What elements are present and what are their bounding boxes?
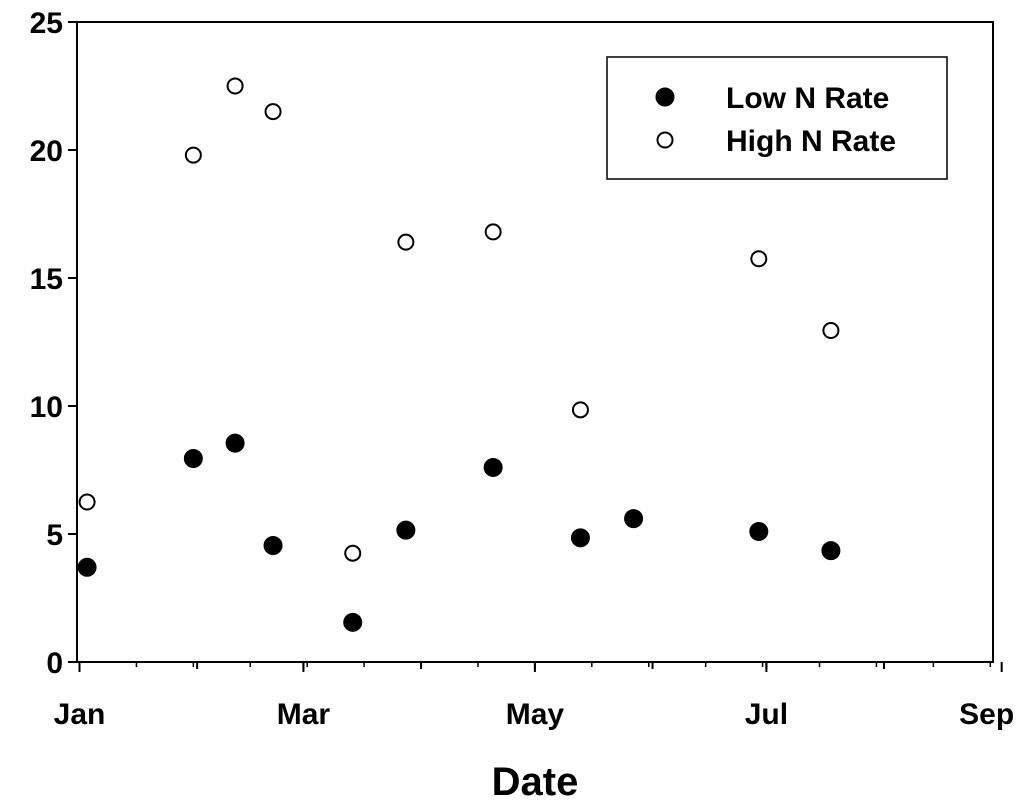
low-n-rate-point: [749, 521, 769, 541]
y-tick-label: 20: [30, 135, 63, 168]
y-axis: 0 5 10 15 20 25: [30, 7, 77, 680]
high-n-rate-point: [484, 223, 502, 241]
legend-label: Low N Rate: [726, 82, 889, 115]
x-tick-label: Mar: [277, 698, 331, 731]
y-tick-label: 5: [46, 519, 63, 552]
low-n-rate-point: [183, 448, 203, 468]
low-n-rate-point: [77, 557, 97, 577]
low-n-rate-point: [263, 536, 283, 556]
legend-label: High N Rate: [726, 125, 896, 158]
high-n-rate-point: [184, 146, 202, 164]
y-tick-label: 0: [46, 647, 63, 680]
x-tick-label: Jan: [54, 698, 106, 731]
y-tick-label: 25: [30, 7, 63, 40]
low-n-rate-point: [821, 541, 841, 561]
y-tick-label: 10: [30, 391, 63, 424]
high-n-rate-point: [571, 401, 589, 419]
low-n-rate-point: [225, 433, 245, 453]
legend-box: [606, 56, 948, 180]
legend-marker: [655, 87, 675, 107]
high-n-rate-point: [264, 103, 282, 121]
x-tick-label: Jul: [745, 698, 788, 731]
legend-marker: [656, 131, 674, 149]
x-tick-label: Sep: [959, 698, 1014, 731]
high-n-rate-point: [822, 321, 840, 339]
legend: Low N Rate High N Rate: [606, 56, 948, 180]
x-tick-label: May: [506, 698, 565, 731]
low-n-rate-point: [570, 528, 590, 548]
y-tick-label: 15: [30, 263, 63, 296]
high-n-rate-point: [750, 250, 768, 268]
low-n-rate-point: [624, 509, 644, 529]
x-axis: Jan Mar May Jul Sep: [54, 662, 1014, 731]
high-n-rate-point: [78, 493, 96, 511]
low-n-rate-point: [483, 457, 503, 477]
high-n-rate-point: [226, 77, 244, 95]
x-axis-title: Date: [492, 760, 579, 804]
high-n-rate-point: [397, 233, 415, 251]
high-n-rate-point: [344, 544, 362, 562]
low-n-rate-point: [396, 520, 416, 540]
low-n-rate-point: [343, 612, 363, 632]
